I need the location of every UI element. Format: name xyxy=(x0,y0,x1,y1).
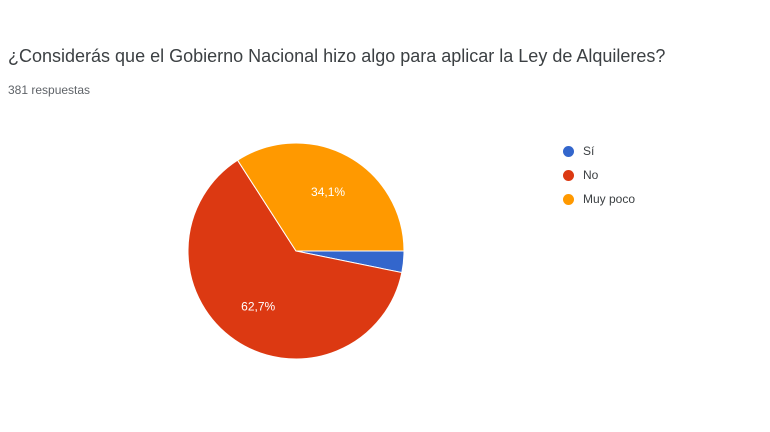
legend-swatch-muy-poco xyxy=(563,193,574,205)
legend-item-si[interactable]: Sí xyxy=(563,139,635,163)
slice-data-label-no: 62,7% xyxy=(241,299,275,313)
legend-swatch-no xyxy=(563,169,574,181)
legend-item-muy-poco[interactable]: Muy poco xyxy=(563,187,635,211)
legend-label-muy-poco: Muy poco xyxy=(583,192,636,206)
legend-label-no: No xyxy=(583,168,599,182)
response-count: 381 respuestas xyxy=(8,83,91,97)
legend-item-no[interactable]: No xyxy=(563,163,635,187)
chart-title: ¿Considerás que el Gobierno Nacional hiz… xyxy=(8,46,666,66)
pie-slice-no[interactable] xyxy=(187,159,403,360)
legend-swatch-si xyxy=(563,145,574,157)
pie-slice-muy-poco[interactable] xyxy=(236,142,405,252)
slice-data-label-muy-poco: 34,1% xyxy=(311,185,345,199)
legend-label-si: Sí xyxy=(583,144,595,158)
chart-legend: Sí No Muy poco xyxy=(563,139,635,211)
